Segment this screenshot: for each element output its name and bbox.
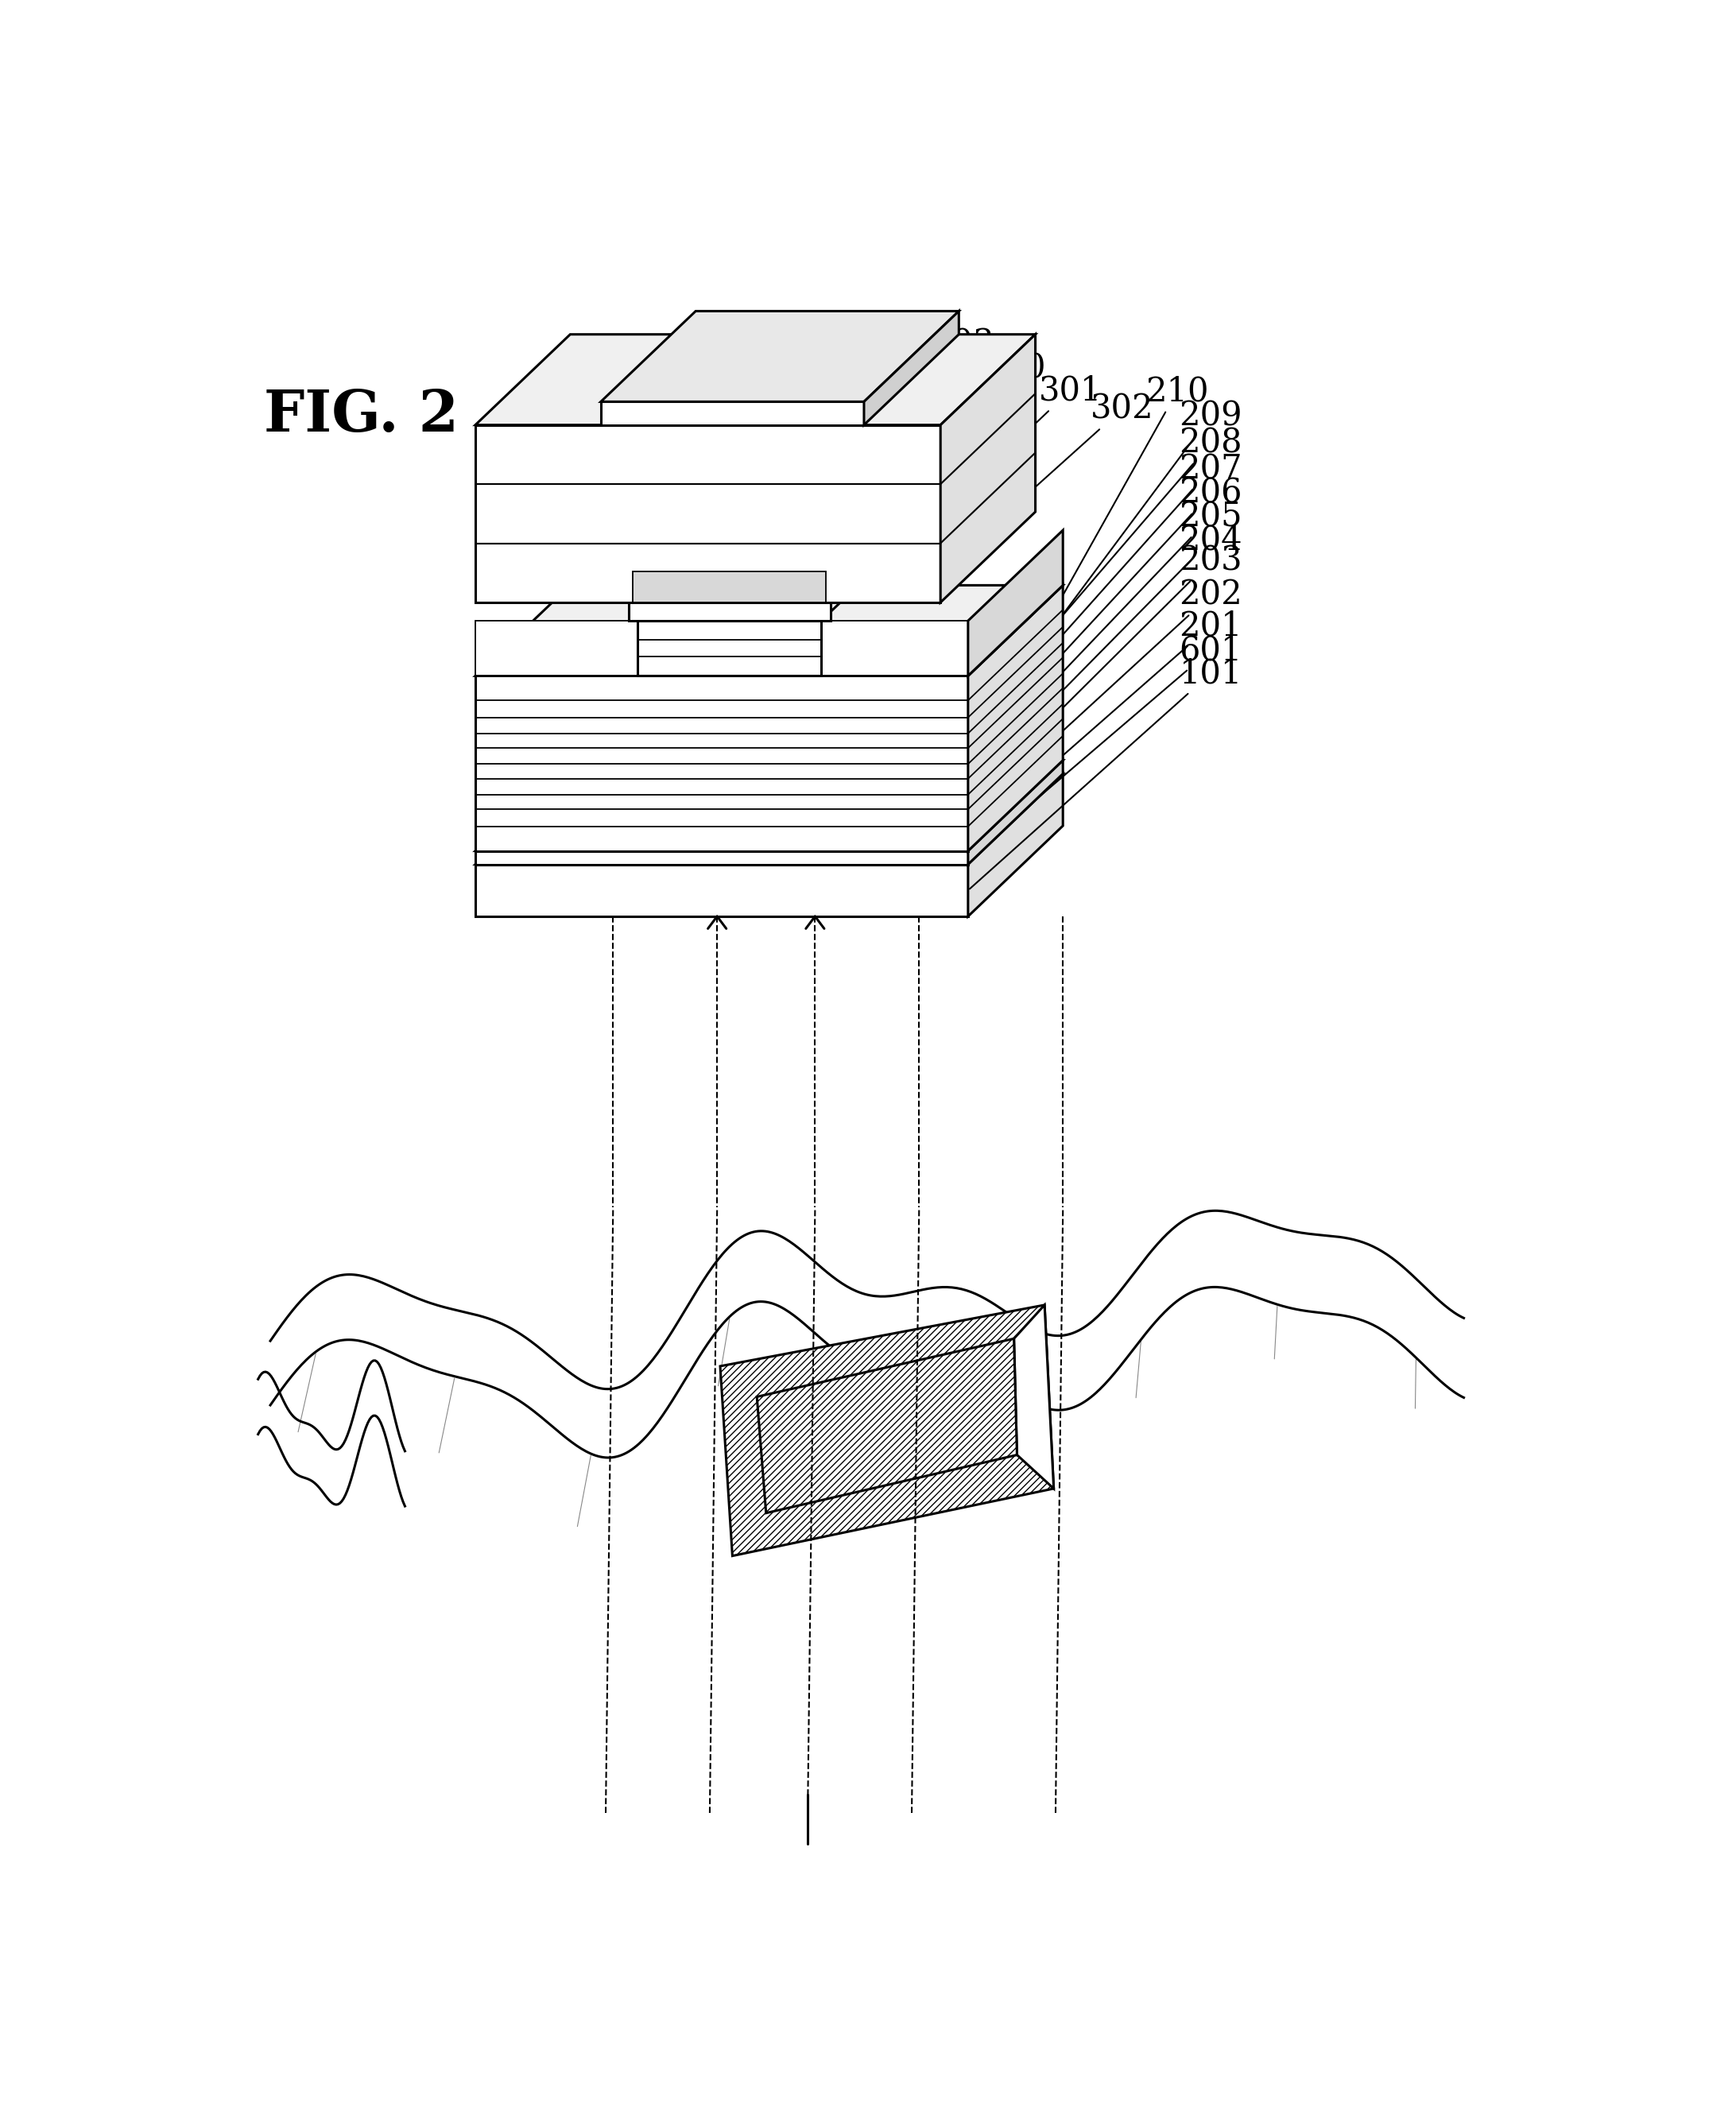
Polygon shape [969,585,1062,852]
Text: 201: 201 [970,610,1243,837]
Text: 601: 601 [970,633,1243,856]
Text: 302: 302 [943,393,1154,570]
Text: 207: 207 [969,452,1243,738]
Polygon shape [271,1211,1463,1457]
Polygon shape [476,585,1062,675]
Polygon shape [601,402,865,425]
Text: 209: 209 [993,400,1243,707]
Text: 203: 203 [970,545,1243,801]
Text: 101: 101 [970,656,1243,890]
Polygon shape [632,572,826,601]
Text: 202: 202 [970,578,1243,816]
Polygon shape [476,334,1035,425]
Polygon shape [476,864,969,917]
Polygon shape [821,620,969,675]
Polygon shape [969,761,1062,864]
Text: 208: 208 [969,427,1243,723]
Text: 300: 300 [943,351,1047,454]
Polygon shape [476,675,969,852]
Polygon shape [476,774,1062,864]
Polygon shape [637,620,821,675]
Polygon shape [601,311,958,402]
Polygon shape [476,761,1062,852]
Polygon shape [969,774,1062,917]
Polygon shape [757,1340,1017,1512]
Polygon shape [476,620,637,675]
Text: 205: 205 [970,501,1243,770]
Polygon shape [476,425,941,601]
Polygon shape [628,511,925,601]
Polygon shape [1014,1306,1054,1489]
Polygon shape [637,530,917,620]
Polygon shape [969,530,1062,675]
Text: 210: 210 [1012,374,1208,686]
Text: 204: 204 [970,524,1243,784]
Polygon shape [941,334,1035,601]
Polygon shape [628,601,830,620]
Polygon shape [720,1306,1054,1556]
Text: 206: 206 [969,477,1243,755]
Text: 301: 301 [943,374,1102,513]
Polygon shape [476,852,969,864]
Text: 303: 303 [734,326,995,402]
Text: FIG. 2: FIG. 2 [264,387,458,444]
Polygon shape [865,311,958,425]
